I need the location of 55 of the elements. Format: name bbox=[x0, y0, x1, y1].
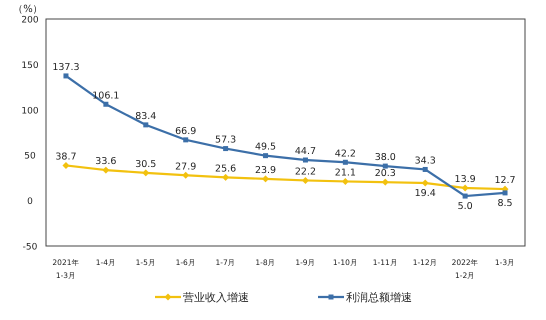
point bbox=[342, 160, 348, 165]
point bbox=[182, 172, 190, 179]
data-label: 27.9 bbox=[175, 161, 196, 172]
data-label: 57.3 bbox=[215, 134, 236, 146]
point bbox=[462, 194, 468, 199]
data-label: 22.2 bbox=[294, 166, 316, 178]
point bbox=[382, 164, 388, 169]
point bbox=[302, 176, 309, 184]
y-tick-label: 50 bbox=[24, 152, 36, 162]
point bbox=[102, 166, 110, 174]
point bbox=[183, 137, 188, 142]
point bbox=[422, 179, 429, 186]
point bbox=[223, 146, 228, 152]
point bbox=[143, 122, 148, 128]
data-label: 44.7 bbox=[294, 146, 316, 158]
y-tick-label: -50 bbox=[22, 242, 38, 252]
data-label: 23.9 bbox=[254, 164, 276, 176]
data-label: 19.4 bbox=[414, 188, 436, 199]
y-axis-title: （%） bbox=[13, 4, 43, 15]
point bbox=[382, 178, 389, 186]
data-label: 42.2 bbox=[334, 148, 356, 160]
data-label: 49.5 bbox=[254, 142, 276, 153]
point bbox=[222, 174, 230, 181]
point bbox=[502, 190, 508, 196]
data-label: 25.6 bbox=[215, 163, 236, 174]
legend-label: 营业收入增速 bbox=[183, 291, 249, 304]
data-label: 30.5 bbox=[135, 158, 156, 170]
point bbox=[142, 169, 150, 176]
data-label: 21.1 bbox=[334, 167, 356, 178]
data-label: 5.0 bbox=[458, 201, 473, 212]
point bbox=[302, 158, 308, 163]
point bbox=[62, 162, 70, 169]
y-tick-label: 0 bbox=[27, 197, 34, 208]
data-label: 13.9 bbox=[454, 174, 476, 185]
data-label: 34.3 bbox=[414, 155, 436, 166]
point bbox=[462, 184, 469, 192]
data-label: 83.4 bbox=[135, 110, 156, 122]
point bbox=[262, 175, 270, 182]
point bbox=[63, 73, 68, 78]
data-label: 12.7 bbox=[494, 175, 516, 186]
data-label: 38.0 bbox=[374, 152, 396, 164]
data-label: 20.3 bbox=[374, 168, 396, 180]
data-label: 66.9 bbox=[175, 126, 196, 137]
data-label: 137.3 bbox=[52, 62, 80, 73]
point bbox=[342, 178, 349, 185]
legend-label: 利润总额增速 bbox=[346, 291, 412, 304]
point bbox=[263, 153, 268, 158]
data-label: 38.7 bbox=[55, 151, 77, 162]
data-label: 8.5 bbox=[497, 198, 513, 209]
point bbox=[422, 166, 428, 172]
point bbox=[103, 102, 108, 107]
y-tick-label: 150 bbox=[21, 60, 39, 71]
data-label: 33.6 bbox=[95, 156, 116, 168]
y-tick-label: 200 bbox=[21, 16, 39, 26]
y-tick-label: 100 bbox=[21, 106, 39, 116]
